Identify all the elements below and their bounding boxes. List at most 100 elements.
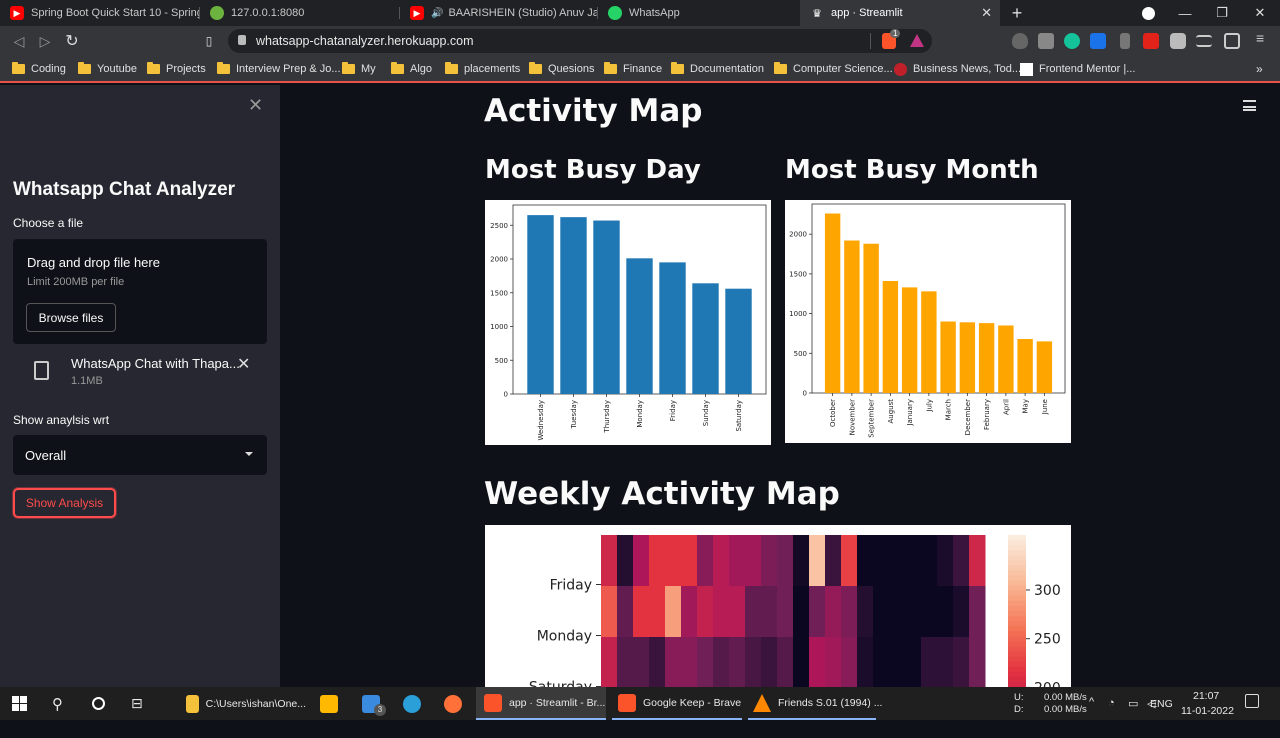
notifications-icon[interactable] (1245, 694, 1259, 708)
bookmark-link[interactable]: Business News, Tod... (894, 61, 1021, 77)
show-analysis-button[interactable]: Show Analysis (13, 488, 116, 518)
taskbar-item-active[interactable]: app · Streamlit - Br... (476, 687, 606, 720)
bookmark-folder[interactable]: Quesions (529, 61, 594, 77)
tab-search-icon[interactable] (1129, 0, 1167, 26)
volume-icon[interactable]: ◁ (1147, 698, 1156, 710)
bookmark-folder[interactable]: Youtube (78, 61, 137, 77)
language-indicator[interactable]: ENG (1150, 698, 1173, 710)
file-icon (34, 361, 49, 380)
new-tab-button[interactable]: + (1011, 2, 1023, 23)
colorbar-segment (1008, 681, 1026, 687)
net-download-speed: 0.00 MB/s (1044, 704, 1087, 715)
bar (593, 220, 620, 394)
close-window-icon[interactable]: ✕ (1254, 5, 1266, 20)
bookmark-folder[interactable]: Documentation (671, 61, 764, 77)
hamburger-menu-icon[interactable] (1243, 100, 1256, 111)
x-tick-label: August (887, 399, 895, 424)
task-view-icon[interactable]: ⊟ (131, 695, 143, 711)
y-tick-label: 0 (803, 390, 807, 398)
colorbar-segment (1008, 565, 1026, 572)
taskbar-item[interactable]: Friends S.01 (1994) ... (748, 687, 882, 720)
bar (901, 287, 918, 393)
browser-tab-bar: ▶ Spring Boot Quick Start 10 - Spring Bo… (0, 0, 1280, 26)
menu-icon[interactable]: ≡ (1256, 30, 1265, 46)
y-tick-label: 1000 (490, 323, 508, 331)
brave-rewards-icon[interactable] (910, 34, 924, 47)
search-icon[interactable]: ⚲ (52, 695, 63, 713)
file-dropzone[interactable]: Drag and drop file here Limit 200MB per … (13, 239, 267, 344)
tab-separator (399, 7, 400, 19)
browser-tab[interactable]: 127.0.0.1:8080 (200, 0, 400, 26)
heatmap-cell (713, 586, 730, 638)
more-bookmarks-icon[interactable]: » (1256, 62, 1263, 76)
back-icon[interactable]: ◁ (13, 32, 25, 49)
close-sidebar-icon[interactable]: ✕ (248, 95, 264, 115)
bookmark-folder[interactable]: Interview Prep & Jo... (217, 61, 341, 77)
battery-icon[interactable]: ▭ (1128, 698, 1139, 710)
edge-icon[interactable] (403, 687, 421, 720)
bookmark-folder[interactable]: Algo (391, 61, 432, 77)
store-icon[interactable] (320, 687, 338, 720)
bookmark-folder[interactable]: My (342, 61, 376, 77)
bookmark-link[interactable]: Frontend Mentor |... (1020, 61, 1135, 77)
bookmark-folder[interactable]: Projects (147, 61, 206, 77)
colorbar-segment (1008, 560, 1026, 566)
reading-list-icon[interactable] (1196, 35, 1212, 47)
dropzone-instructions: Drag and drop file here (27, 255, 160, 270)
cortana-icon[interactable] (92, 687, 105, 720)
file-explorer-icon (186, 694, 199, 713)
bookmark-folder[interactable]: Computer Science... (774, 61, 893, 77)
maximize-icon[interactable]: ❐ (1216, 5, 1228, 20)
mail-icon[interactable]: 3 (362, 687, 386, 720)
heatmap-cell (697, 586, 714, 638)
extension-k-icon[interactable] (1038, 33, 1054, 49)
forward-icon[interactable]: ▷ (39, 32, 51, 49)
clock-time[interactable]: 21:07 (1193, 690, 1220, 702)
analysis-select[interactable]: Overall (13, 435, 267, 475)
vpn-shield-icon[interactable] (1012, 33, 1028, 49)
extension-bottle-icon[interactable] (1120, 33, 1130, 49)
x-tick-label: Wednesday (537, 400, 545, 441)
tray-chevron-icon[interactable]: ^ (1089, 696, 1095, 708)
taskbar-item[interactable]: Google Keep - Brave (612, 687, 742, 720)
busy-day-bar-chart: 0 500 1000 1500 2000 2500 Wednesday Tuesday Thur… (490, 204, 767, 441)
grammarly-icon[interactable] (1064, 33, 1080, 49)
firefox-icon[interactable] (444, 687, 462, 720)
bookmark-label: Business News, Tod... (913, 63, 1022, 75)
colorbar-segment (1008, 550, 1026, 556)
browse-files-button[interactable]: Browse files (26, 303, 116, 332)
wallet-icon[interactable] (1224, 33, 1240, 49)
bookmark-icon[interactable]: ▯ (205, 34, 213, 48)
reload-icon[interactable]: ↻ (65, 33, 79, 50)
url-text: whatsapp-chatanalyzer.herokuapp.com (256, 34, 474, 48)
heatmap-cell (873, 535, 890, 587)
extensions-puzzle-icon[interactable] (1170, 33, 1186, 49)
bookmark-label: Computer Science... (793, 63, 893, 75)
heatmap-cell (809, 535, 826, 587)
x-tick-label: Tuesday (570, 400, 578, 429)
browser-tab[interactable]: WhatsApp (598, 0, 798, 26)
bookmark-folder[interactable]: Coding (12, 61, 66, 77)
browser-tab[interactable]: ▶ Spring Boot Quick Start 10 - Spring Bo (0, 0, 200, 26)
remove-file-icon[interactable]: ✕ (237, 356, 251, 373)
colorbar-segment (1008, 605, 1026, 612)
minimize-icon[interactable]: — (1178, 5, 1192, 21)
colorbar-segment (1008, 626, 1026, 632)
brave-icon (484, 693, 502, 712)
taskbar-item[interactable]: C:\Users\ishan\One... (186, 687, 306, 720)
heatmap-cell (665, 637, 682, 687)
heatmap-cell (921, 535, 938, 587)
clock-date[interactable]: 11-01-2022 (1181, 705, 1234, 717)
browser-tab-active[interactable]: ♛ app · Streamlit ✕ (800, 0, 1000, 26)
url-bar[interactable]: whatsapp-chatanalyzer.herokuapp.com 1 (228, 29, 932, 53)
wifi-icon[interactable]: ◔ (1108, 697, 1115, 709)
browser-tab[interactable]: ▶ 🔊 BAARISHEIN (Studio) Anuv Jain - Y (400, 0, 598, 26)
analysis-select-value: Overall (25, 447, 67, 463)
extension-blue-icon[interactable] (1090, 33, 1106, 49)
bookmark-folder[interactable]: Finance (604, 61, 662, 77)
bookmark-folder[interactable]: placements (445, 61, 520, 77)
close-tab-icon[interactable]: ✕ (981, 5, 992, 20)
tab-title: WhatsApp (629, 7, 680, 19)
adobe-pdf-icon[interactable] (1143, 33, 1159, 49)
windows-start-icon[interactable] (12, 687, 27, 720)
